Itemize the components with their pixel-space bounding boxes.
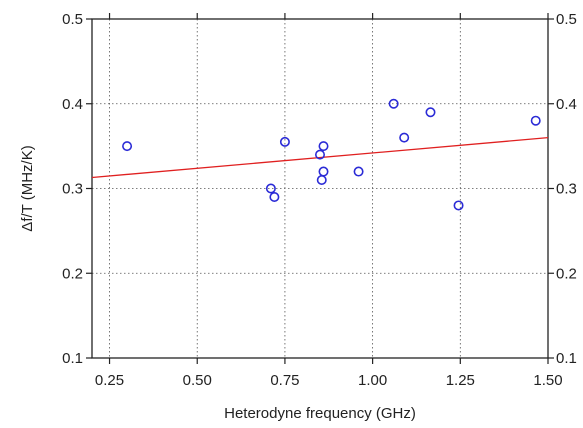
data-point — [530, 115, 541, 126]
y-tick-label-left: 0.5 — [62, 11, 83, 28]
x-tick-label: 1.00 — [358, 372, 387, 389]
x-tick-label: 1.50 — [533, 372, 562, 389]
data-points — [122, 98, 541, 211]
data-point — [388, 98, 399, 109]
y-tick-label-right: 0.1 — [556, 350, 577, 367]
data-point — [318, 166, 329, 177]
data-point — [318, 141, 329, 152]
data-point — [353, 166, 364, 177]
x-tick-label: 0.50 — [183, 372, 212, 389]
y-tick-label-right: 0.3 — [556, 181, 577, 198]
y-tick-label-left: 0.1 — [62, 350, 83, 367]
y-tick-label-left: 0.4 — [62, 96, 83, 113]
y-tick-label-left: 0.2 — [62, 265, 83, 282]
x-tick-label: 0.25 — [95, 372, 124, 389]
data-point — [453, 200, 464, 211]
axis-ticks — [86, 13, 554, 364]
y-tick-label-right: 0.4 — [556, 96, 577, 113]
data-point — [314, 149, 325, 160]
data-point — [265, 183, 276, 194]
fit-line — [91, 137, 549, 179]
x-tick-labels: 0.25 0.50 0.75 1.00 1.25 1.50 — [95, 372, 563, 389]
data-point — [316, 175, 327, 186]
data-point — [425, 107, 436, 118]
data-point — [279, 136, 290, 147]
data-point — [122, 141, 133, 152]
plot-frame — [91, 18, 549, 359]
y-tick-labels-left: 0.1 0.2 0.3 0.4 0.5 — [62, 11, 83, 367]
data-point — [269, 191, 280, 202]
data-point — [399, 132, 410, 143]
grid-lines — [92, 19, 548, 358]
x-tick-label: 1.25 — [446, 372, 475, 389]
x-axis-title: Heterodyne frequency (GHz) — [224, 405, 416, 422]
y-tick-label-right: 0.5 — [556, 11, 577, 28]
y-axis-title: Δf/T (MHz/K) — [19, 145, 36, 231]
y-tick-label-right: 0.2 — [556, 265, 577, 282]
x-tick-label: 0.75 — [270, 372, 299, 389]
y-tick-labels-right: 0.1 0.2 0.3 0.4 0.5 — [556, 11, 577, 367]
y-tick-label-left: 0.3 — [62, 181, 83, 198]
